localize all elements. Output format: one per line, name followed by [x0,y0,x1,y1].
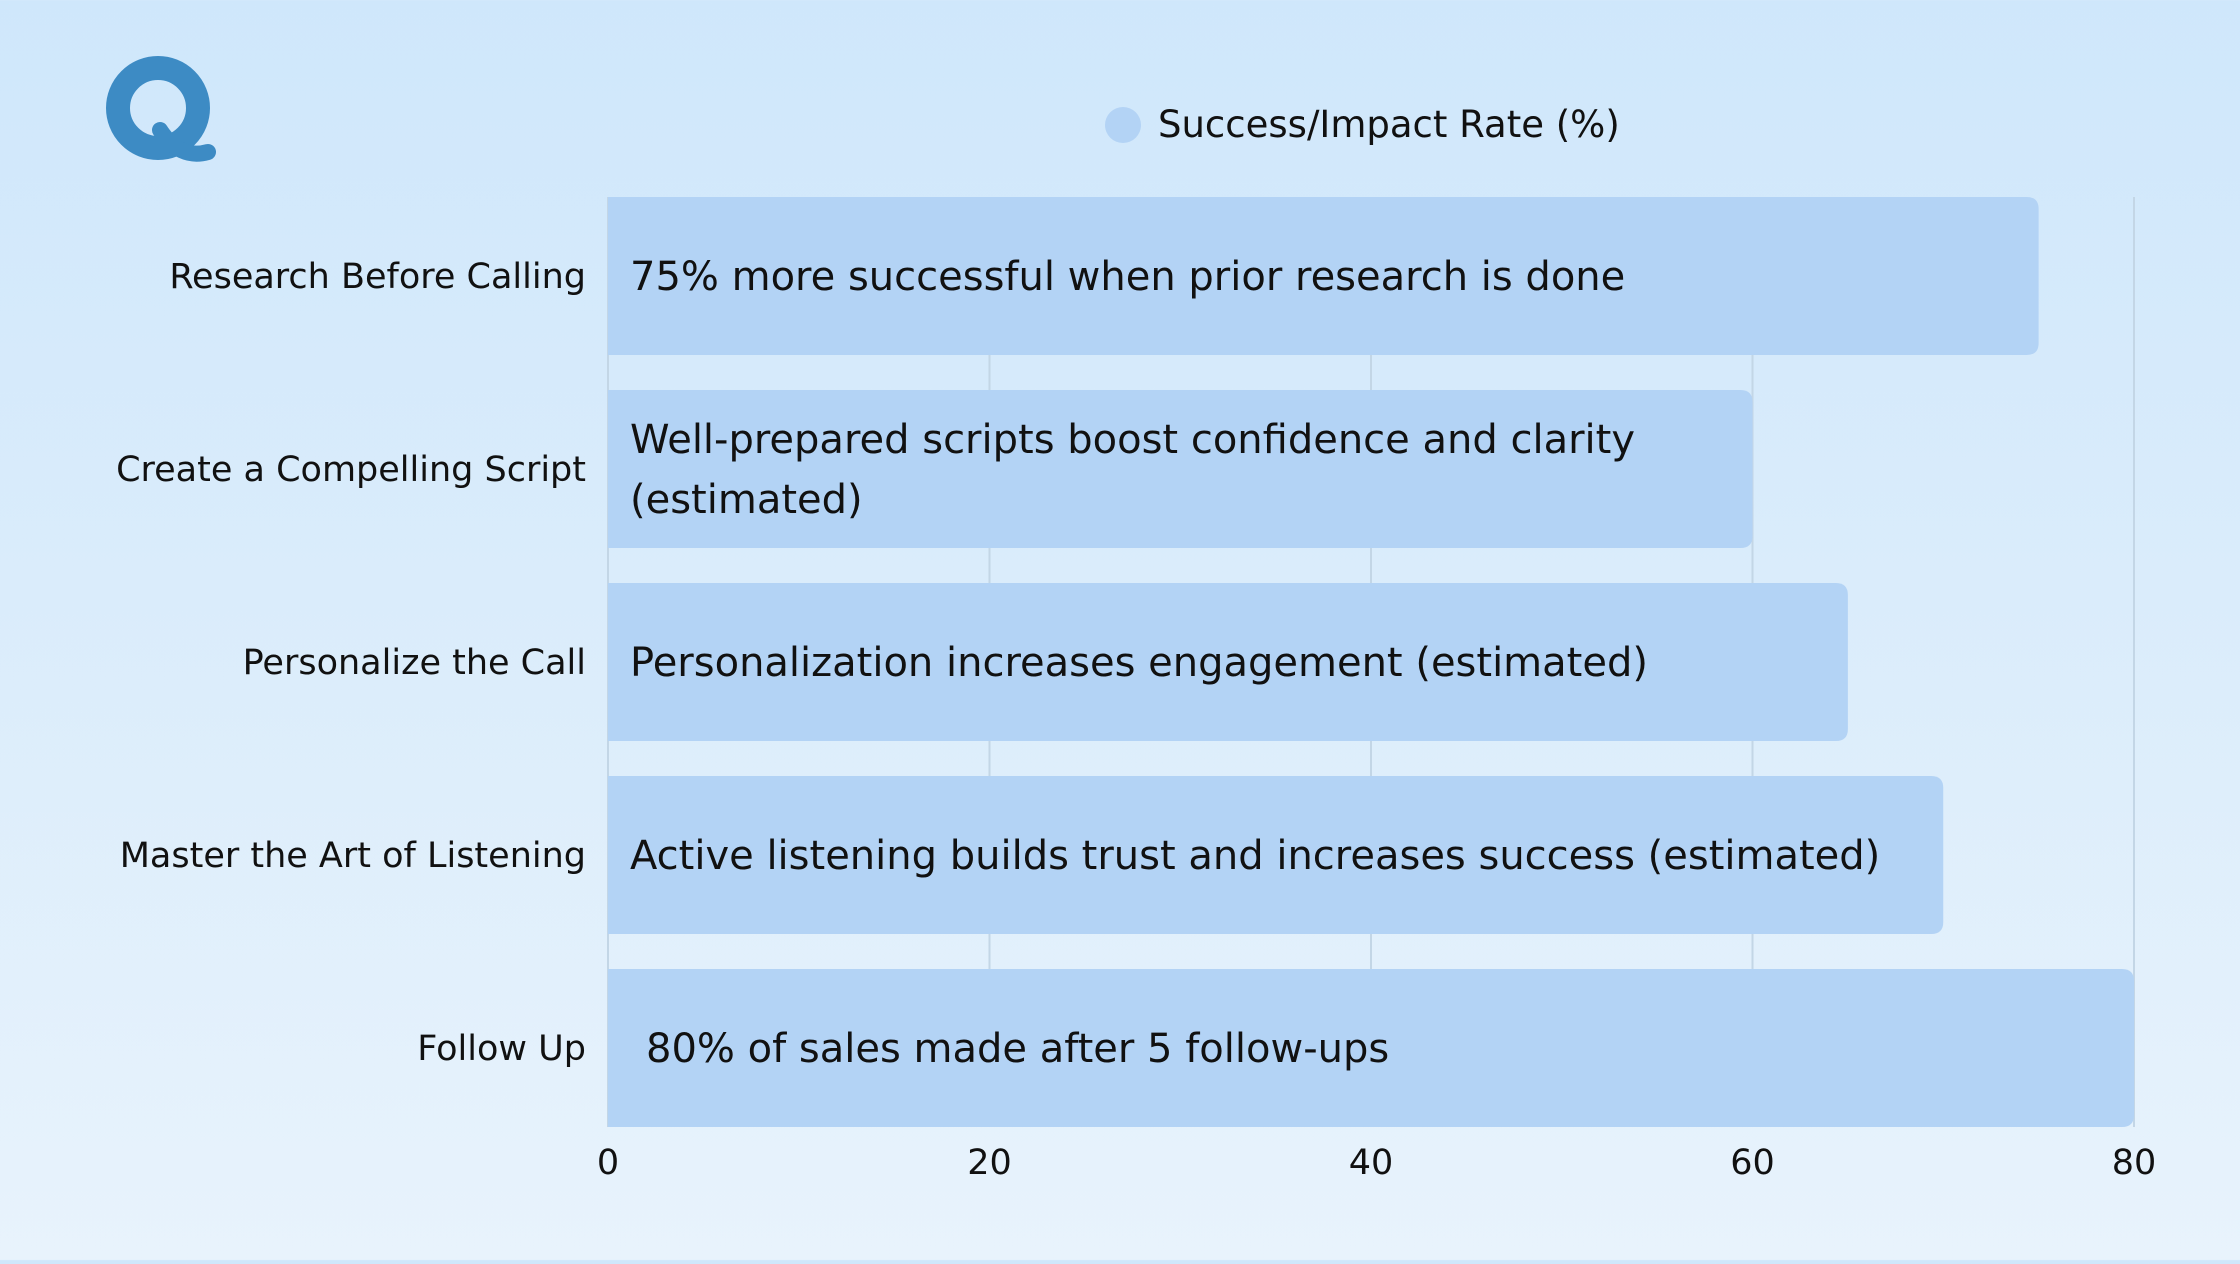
bar-5 [608,969,2134,1127]
q-logo-icon [106,56,216,162]
bar-data-label-1: 75% more successful when prior research … [630,254,1625,300]
x-tick-label-80: 80 [2112,1143,2157,1183]
category-label-5: Follow Up [417,1029,586,1069]
category-label-1: Research Before Calling [169,257,586,297]
bar-data-label-5: 80% of sales made after 5 follow-ups [646,1026,1389,1072]
bar-data-label-2-line-1: Well-prepared scripts boost confidence a… [630,417,1635,463]
bar-4 [608,776,1944,934]
category-label-2: Create a Compelling Script [116,450,586,490]
bars [608,197,2134,1127]
legend-label: Success/Impact Rate (%) [1158,103,1620,146]
category-label-4: Master the Art of Listening [120,836,586,876]
legend-swatch [1105,107,1141,143]
category-labels: Research Before Calling Create a Compelli… [116,257,586,1069]
bar-data-label-2-line-2: (estimated) [630,477,863,523]
x-tick-label-20: 20 [967,1143,1012,1183]
x-tick-label-60: 60 [1730,1143,1775,1183]
bar-data-labels: 75% more successful when prior research … [630,254,1880,1072]
x-tick-label-40: 40 [1349,1143,1394,1183]
bar-data-label-3: Personalization increases engagement (es… [630,640,1648,686]
x-tick-label-0: 0 [597,1143,619,1183]
x-axis-tick-labels: 0 20 40 60 80 [597,1143,2156,1183]
category-label-3: Personalize the Call [243,643,586,683]
bar-1 [608,197,2039,355]
bar-data-label-4: Active listening builds trust and increa… [630,833,1880,879]
bar-3 [608,583,1848,741]
bar-2 [608,390,1753,548]
legend: Success/Impact Rate (%) [1105,103,1620,146]
